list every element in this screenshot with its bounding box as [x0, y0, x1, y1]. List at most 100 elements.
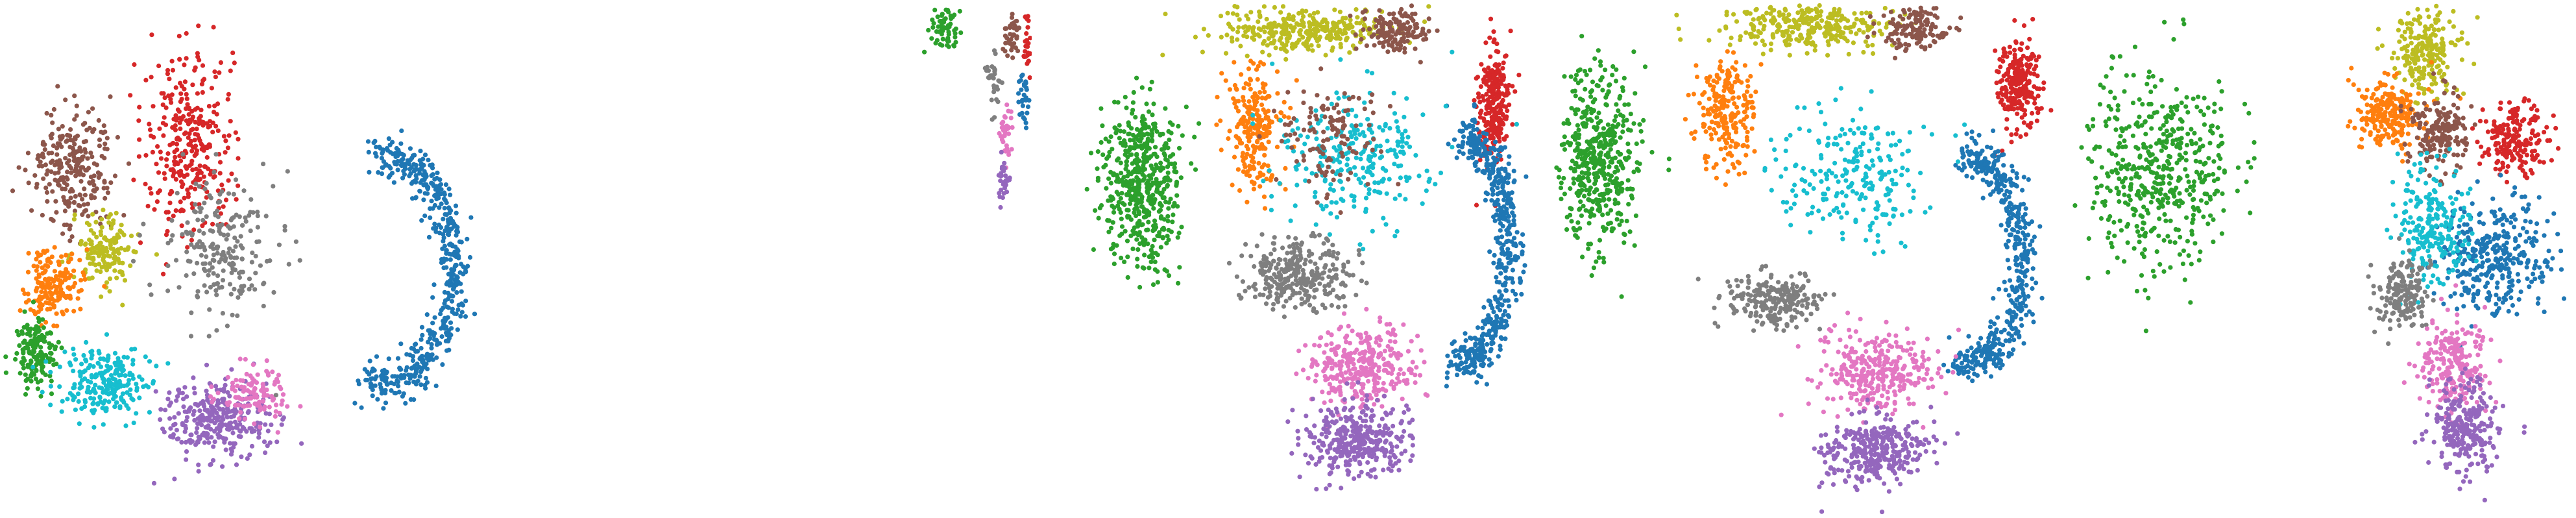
scatter-point-cyan: [77, 369, 82, 375]
scatter-point-green: [1128, 138, 1133, 143]
scatter-point-purple: [228, 420, 234, 425]
scatter-point-green: [930, 25, 936, 30]
scatter-point-pink: [242, 416, 248, 421]
scatter-point-orange: [1288, 105, 1293, 111]
scatter-point-orange: [1241, 98, 1246, 103]
scatter-point-brown: [102, 155, 107, 161]
scatter-point-cyan: [1365, 69, 1370, 74]
scatter-point-green: [1166, 206, 1171, 211]
scatter-point-brown: [40, 212, 45, 218]
scatter-point-olive: [1246, 16, 1251, 21]
scatter-point-purple: [223, 422, 228, 428]
scatter-point-green: [1107, 149, 1112, 155]
scatter-point-blue: [1019, 87, 1024, 92]
scatter-point-green: [1145, 241, 1150, 247]
scatter-point-orange: [1263, 109, 1269, 114]
scatter-point-blue: [1501, 216, 1506, 221]
scatter-point-orange: [1255, 77, 1260, 82]
scatter-point-green: [23, 391, 29, 397]
scatter-point-olive: [1269, 40, 1274, 46]
scatter-point-blue: [1023, 97, 1028, 103]
scatter-point-purple: [201, 418, 206, 423]
scatter-point-cyan: [1356, 177, 1361, 182]
scatter-point-orange: [1258, 60, 1263, 65]
scatter-point-olive: [1236, 25, 1241, 30]
scatter-point-olive: [1250, 29, 1256, 34]
scatter-point-gray: [988, 75, 993, 80]
scatter-point-blue: [367, 372, 372, 377]
scatter-point-brown: [1006, 40, 1012, 45]
scatter-point-olive: [1322, 26, 1328, 32]
scatter-point-blue: [430, 321, 435, 326]
scatter-point-brown: [1405, 19, 1410, 25]
scatter-point-green: [1165, 170, 1171, 175]
scatter-point-red: [1025, 61, 1030, 66]
scatter-point-blue: [1490, 191, 1496, 197]
scatter-point-red: [1490, 101, 1496, 106]
scatter-point-blue: [1487, 357, 1492, 362]
scatter-point-blue: [1498, 271, 1503, 276]
scatter-point-green: [1118, 196, 1123, 201]
scatter-point-green: [29, 358, 34, 364]
scatter-point-blue: [1498, 347, 1503, 352]
scatter-point-green: [1099, 106, 1104, 111]
scatter-point-gray: [1252, 264, 1257, 269]
scatter-point-orange: [45, 306, 50, 312]
scatter-point-green: [32, 345, 38, 351]
scatter-point-brown: [67, 238, 73, 243]
scatter-point-green: [1123, 228, 1128, 234]
scatter-point-purple: [197, 436, 202, 441]
scatter-point-blue: [374, 154, 379, 159]
scatter-point-blue: [1025, 104, 1031, 110]
scatter-point-green: [53, 344, 58, 349]
scatter-point-blue: [442, 206, 447, 211]
scatter-point-cyan: [1350, 107, 1355, 113]
scatter-point-green: [1115, 175, 1120, 180]
scatter-point-green: [1169, 229, 1174, 234]
scatter-point-red: [173, 177, 178, 182]
scatter-point-cyan: [40, 389, 45, 395]
scatter-point-gray: [252, 287, 258, 292]
scatter-point-pink: [279, 402, 284, 407]
scatter-point-cyan: [1384, 191, 1389, 196]
scatter-point-gray: [218, 231, 223, 236]
scatter-point-blue: [432, 221, 437, 227]
scatter-point-pink: [280, 392, 286, 397]
scatter-point-olive: [1278, 36, 1283, 41]
scatter-point-olive: [1268, 31, 1273, 36]
scatter-point-green: [1174, 193, 1180, 198]
scatter-point-brown: [1387, 36, 1393, 42]
scatter-point-green: [1112, 99, 1117, 105]
scatter-point-orange: [1243, 81, 1248, 86]
scatter-point-orange: [1256, 64, 1261, 69]
scatter-point-green: [20, 331, 25, 336]
scatter-point-cyan: [1359, 151, 1364, 156]
scatter-point-blue: [1483, 138, 1488, 143]
scatter-point-red: [1027, 75, 1032, 80]
scatter-point-blue: [415, 361, 420, 367]
scatter-point-brown: [60, 124, 65, 129]
scatter-point-gray: [215, 273, 221, 278]
scatter-point-blue: [1474, 380, 1479, 385]
scatter-point-brown: [80, 197, 85, 202]
scatter-point-brown: [93, 210, 99, 215]
scatter-point-cyan: [137, 395, 142, 401]
scatter-point-gray: [207, 268, 212, 273]
scatter-point-brown: [44, 110, 49, 116]
scatter-point-green: [1152, 267, 1158, 272]
scatter-point-cyan: [130, 362, 136, 367]
scatter-point-cyan: [1407, 144, 1413, 149]
scatter-point-blue: [449, 299, 455, 304]
scatter-point-blue: [409, 345, 414, 351]
scatter-point-brown: [49, 169, 54, 175]
scatter-point-gray: [238, 234, 243, 239]
scatter-point-red: [1495, 82, 1501, 88]
scatter-point-green: [1139, 145, 1145, 151]
scatter-point-red: [200, 119, 206, 125]
scatter-point-brown: [1374, 24, 1379, 29]
scatter-point-olive: [60, 259, 65, 264]
scatter-point-brown: [62, 180, 67, 186]
scatter-point-green: [1101, 164, 1106, 169]
scatter-point-blue: [1487, 176, 1492, 181]
scatter-point-blue: [429, 342, 434, 347]
